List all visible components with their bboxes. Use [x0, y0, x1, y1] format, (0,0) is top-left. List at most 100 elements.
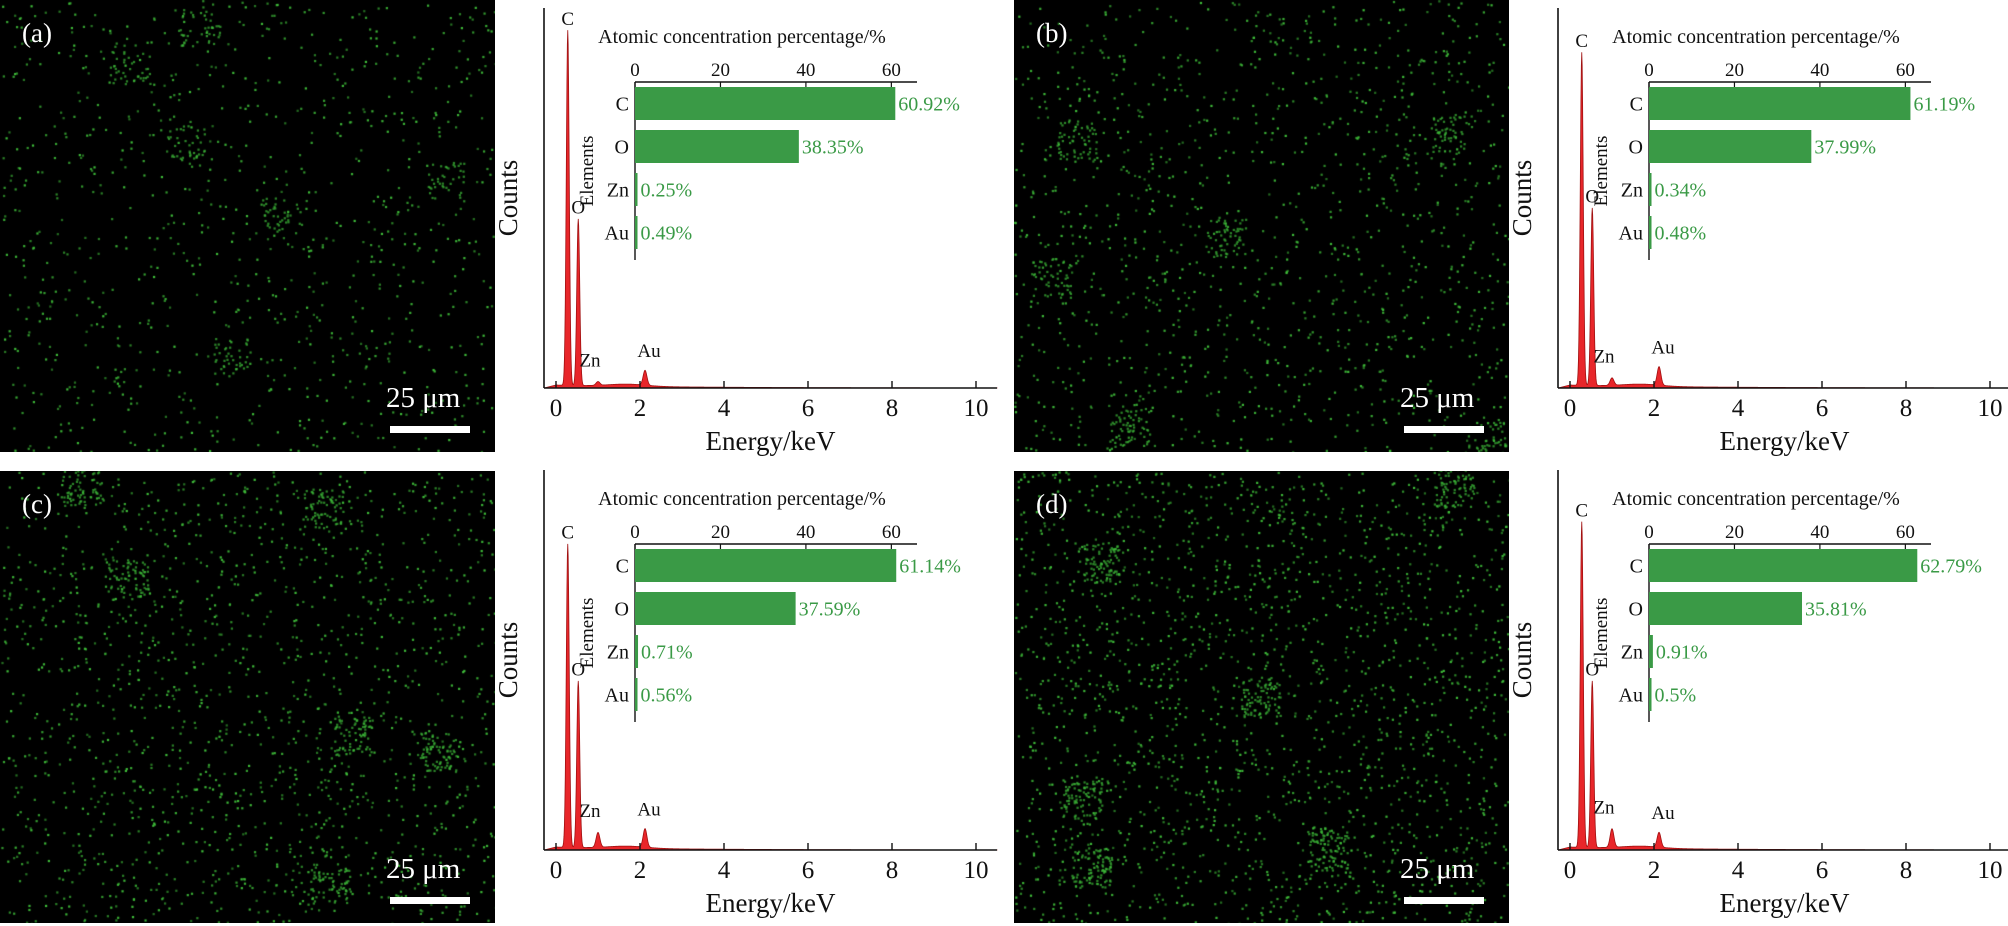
bar-value-label-o-c: 37.59% [799, 599, 861, 621]
x-tick-label-4-c: 4 [718, 857, 731, 884]
scale-bar-d [1404, 897, 1484, 904]
peak-label-zn-b: Zn [1593, 347, 1615, 368]
bar-value-label-c-a: 60.92% [898, 94, 960, 116]
panel-label-d: (d) [1036, 489, 1068, 519]
bar-category-zn-b: Zn [1621, 180, 1643, 202]
bar-category-c-a: C [616, 94, 629, 116]
inset-title-c: Atomic concentration percentage/% [598, 488, 886, 510]
bar-value-label-o-a: 38.35% [802, 137, 864, 159]
x-tick-label-6-a: 6 [802, 395, 815, 422]
inset-tick-label-0-d: 0 [1644, 522, 1654, 543]
scale-bar-c [390, 897, 470, 904]
x-axis-title-b: Energy/keV [1720, 426, 1850, 456]
bar-value-label-zn-c: 0.71% [641, 642, 693, 664]
panel-label-b: (b) [1036, 18, 1068, 48]
scale-bar-b [1404, 426, 1484, 433]
eds-map-dots-b [1014, 0, 1509, 452]
bar-category-c-b: C [1630, 94, 1643, 116]
x-tick-label-10-d: 10 [1978, 857, 2003, 884]
x-tick-label-8-d: 8 [1900, 857, 1913, 884]
inset-tick-label-20-d: 20 [1725, 522, 1744, 543]
inset-tick-label-40-b: 40 [1810, 60, 1829, 81]
bar-category-o-c: O [615, 599, 629, 621]
inset-tick-label-0-b: 0 [1644, 60, 1654, 81]
inset-tick-label-60-b: 60 [1896, 60, 1915, 81]
peak-label-o-a: O [571, 198, 585, 219]
bar-value-label-o-b: 37.99% [1814, 137, 1876, 159]
bar-zn-c [635, 635, 639, 668]
inset-y-title-b: Elements [1591, 136, 1612, 207]
bar-category-au-a: Au [605, 223, 629, 245]
peak-label-o-d: O [1585, 660, 1599, 681]
bar-zn-d [1649, 635, 1653, 668]
bar-category-zn-a: Zn [607, 180, 629, 202]
bar-au-b [1649, 216, 1652, 249]
x-tick-label-8-b: 8 [1900, 395, 1913, 422]
x-tick-label-4-b: 4 [1732, 395, 1745, 422]
x-tick-label-0-c: 0 [550, 857, 563, 884]
panel-label-a: (a) [22, 18, 52, 48]
eds-map-b: (b) 25 μm [1014, 0, 1509, 452]
x-tick-label-6-d: 6 [1816, 857, 1829, 884]
bar-category-au-b: Au [1619, 223, 1643, 245]
x-axis-title-d: Energy/keV [1720, 888, 1850, 918]
bar-category-c-d: C [1630, 556, 1643, 578]
peak-label-c-b: C [1575, 31, 1588, 52]
inset-title-b: Atomic concentration percentage/% [1612, 26, 1900, 48]
inset-tick-label-40-c: 40 [796, 522, 815, 543]
inset-tick-label-20-c: 20 [711, 522, 730, 543]
x-tick-label-0-a: 0 [550, 395, 563, 422]
bar-au-c [635, 678, 638, 711]
inset-tick-label-20-b: 20 [1725, 60, 1744, 81]
bar-value-label-zn-b: 0.34% [1655, 180, 1707, 202]
bar-category-o-d: O [1629, 599, 1643, 621]
bar-c-b [1649, 87, 1911, 120]
x-tick-label-6-c: 6 [802, 857, 815, 884]
x-tick-label-0-d: 0 [1564, 857, 1577, 884]
bar-value-label-c-b: 61.19% [1913, 94, 1975, 116]
bar-value-label-zn-d: 0.91% [1656, 642, 1708, 664]
y-axis-title-c: Counts [493, 622, 523, 699]
spectrum-area-a [543, 30, 998, 389]
peak-label-au-c: Au [637, 800, 661, 821]
inset-tick-label-40-d: 40 [1810, 522, 1829, 543]
bar-o-a [635, 130, 799, 163]
bar-value-label-au-a: 0.49% [641, 223, 693, 245]
panel-label-c: (c) [22, 489, 52, 519]
bar-value-label-au-d: 0.5% [1655, 685, 1697, 707]
inset-tick-label-0-a: 0 [630, 60, 640, 81]
peak-label-au-a: Au [637, 341, 661, 362]
x-axis-title-a: Energy/keV [706, 426, 836, 456]
bar-value-label-c-d: 62.79% [1920, 556, 1982, 578]
peak-label-zn-a: Zn [579, 350, 601, 371]
bar-value-label-au-b: 0.48% [1655, 223, 1707, 245]
x-tick-label-8-c: 8 [886, 857, 899, 884]
scale-label-b: 25 μm [1400, 382, 1475, 414]
x-tick-label-0-b: 0 [1564, 395, 1577, 422]
eds-map-dots-a [0, 0, 495, 452]
bar-value-label-zn-a: 0.25% [641, 180, 693, 202]
inset-y-title-a: Elements [577, 136, 598, 207]
bar-zn-a [635, 173, 638, 206]
eds-chart-a: C O Zn Au 0 2 4 6 8 10 Energy/keV Counts Atomic conc… [493, 0, 1002, 462]
x-axis-title-c: Energy/keV [706, 888, 836, 918]
inset-title-d: Atomic concentration percentage/% [1612, 488, 1900, 510]
scale-label-d: 25 μm [1400, 853, 1475, 885]
scale-label-a: 25 μm [386, 382, 461, 414]
inset-tick-label-60-a: 60 [882, 60, 901, 81]
bar-category-au-c: Au [605, 685, 629, 707]
scale-label-c: 25 μm [386, 853, 461, 885]
bar-zn-b [1649, 173, 1652, 206]
x-tick-label-10-c: 10 [964, 857, 989, 884]
bar-c-a [635, 87, 896, 120]
bar-category-zn-d: Zn [1621, 642, 1643, 664]
peak-label-zn-d: Zn [1593, 798, 1615, 819]
x-tick-label-8-a: 8 [886, 395, 899, 422]
inset-y-title-d: Elements [1591, 598, 1612, 669]
bar-category-o-a: O [615, 137, 629, 159]
x-tick-label-10-a: 10 [964, 395, 989, 422]
eds-map-c: (c) 25 μm [0, 471, 495, 923]
